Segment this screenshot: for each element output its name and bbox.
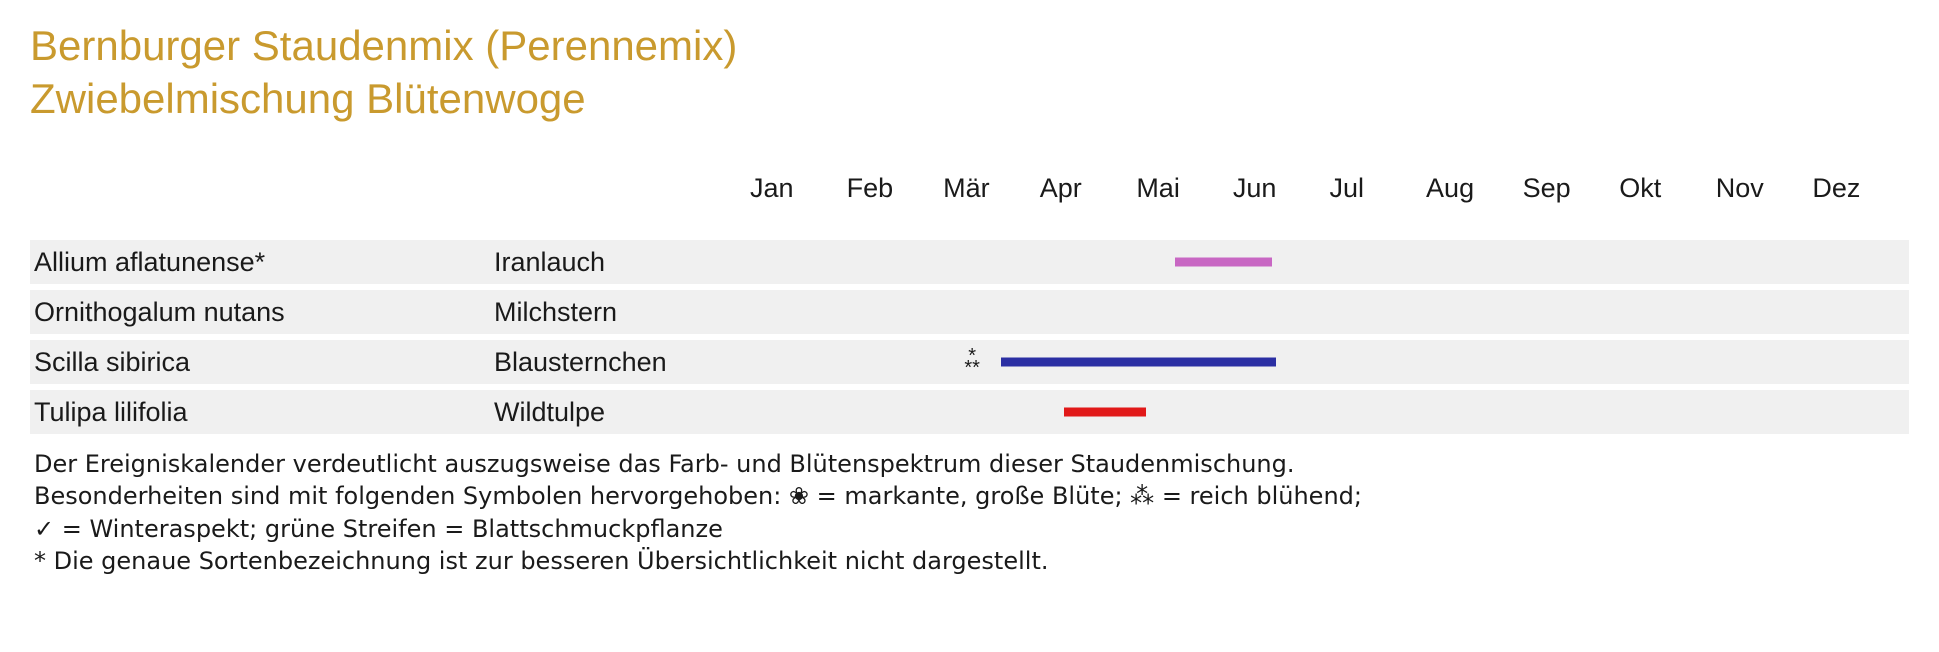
latin-name: Ornithogalum nutans — [34, 297, 494, 328]
common-name: Milchstern — [494, 297, 750, 328]
timeline: * ** — [750, 340, 1909, 384]
latin-name: Tulipa lilifolia — [34, 397, 494, 428]
month-label: Mai — [1136, 173, 1233, 204]
plant-row: Ornithogalum nutansMilchstern — [30, 290, 1909, 334]
label-column-spacer — [30, 173, 750, 204]
latin-name: Allium aflatunense* — [34, 247, 494, 278]
timeline — [750, 240, 1909, 284]
bloom-bar — [1001, 358, 1276, 367]
legend-line: Besonderheiten sind mit folgenden Symbol… — [34, 480, 1909, 512]
legend-text: Der Ereigniskalender verdeutlicht auszug… — [30, 448, 1909, 578]
plant-row: Allium aflatunense*Iranlauch — [30, 240, 1909, 284]
common-name: Iranlauch — [494, 247, 750, 278]
month-label: Mär — [943, 173, 1040, 204]
bloom-bar — [1064, 408, 1146, 417]
month-label: Apr — [1040, 173, 1137, 204]
common-name: Blausternchen — [494, 347, 750, 378]
month-labels: JanFebMärAprMaiJunJulAugSepOktNovDez — [750, 173, 1909, 204]
month-label: Sep — [1523, 173, 1620, 204]
plant-row: Scilla sibiricaBlausternchen * ** — [30, 340, 1909, 384]
month-label: Okt — [1619, 173, 1716, 204]
plant-rows: Allium aflatunense*IranlauchOrnithogalum… — [30, 240, 1909, 434]
month-label: Jun — [1233, 173, 1330, 204]
page-title: Bernburger Staudenmix (Perennemix) Zwieb… — [30, 20, 1909, 125]
row-labels: Scilla sibiricaBlausternchen — [30, 347, 750, 378]
month-label: Aug — [1426, 173, 1523, 204]
latin-name: Scilla sibirica — [34, 347, 494, 378]
timeline — [750, 390, 1909, 434]
common-name: Wildtulpe — [494, 397, 750, 428]
legend-line: * Die genaue Sortenbezeichnung ist zur b… — [34, 545, 1909, 577]
title-line-2: Zwiebelmischung Blütenwoge — [30, 73, 1909, 126]
month-label: Feb — [847, 173, 944, 204]
title-line-1: Bernburger Staudenmix (Perennemix) — [30, 20, 1909, 73]
month-label: Jan — [750, 173, 847, 204]
bloom-bar — [1175, 258, 1272, 267]
month-label: Dez — [1812, 173, 1909, 204]
row-labels: Tulipa lilifoliaWildtulpe — [30, 397, 750, 428]
month-label: Jul — [1329, 173, 1426, 204]
timeline — [750, 290, 1909, 334]
legend-line: Der Ereigniskalender verdeutlicht auszug… — [34, 448, 1909, 480]
row-labels: Ornithogalum nutansMilchstern — [30, 297, 750, 328]
month-header-row: JanFebMärAprMaiJunJulAugSepOktNovDez — [30, 173, 1909, 204]
bloom-calendar-chart: JanFebMärAprMaiJunJulAugSepOktNovDez All… — [30, 173, 1909, 434]
legend-line: ✓ = Winteraspekt; grüne Streifen = Blatt… — [34, 513, 1909, 545]
plant-row: Tulipa lilifoliaWildtulpe — [30, 390, 1909, 434]
row-labels: Allium aflatunense*Iranlauch — [30, 247, 750, 278]
month-label: Nov — [1716, 173, 1813, 204]
bloom-marker-icon: * ** — [964, 350, 980, 374]
